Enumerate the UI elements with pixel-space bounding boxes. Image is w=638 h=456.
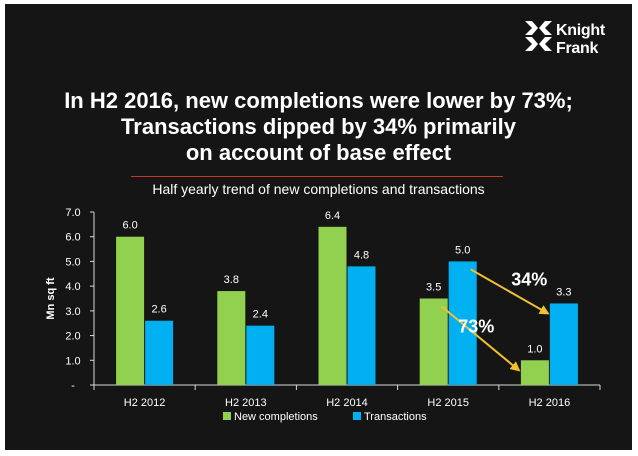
bar-value-label: 6.4: [325, 210, 340, 222]
bar-value-label: 2.6: [151, 304, 166, 316]
bar-value-label: 3.3: [556, 286, 571, 298]
bar-new-completions: [520, 360, 549, 385]
logo-line-1: Knight: [556, 22, 605, 39]
legend-label: Transactions: [364, 411, 427, 423]
change-percent-label: 34%: [511, 269, 547, 289]
bar-value-label: 2.4: [253, 309, 268, 321]
bar-value-label: 3.5: [426, 282, 441, 294]
bar-transactions: [549, 303, 578, 385]
x-tick-label: H2 2016: [529, 397, 571, 409]
page-title: In H2 2016, new completions were lower b…: [25, 88, 612, 166]
bar-value-label: 6.0: [122, 220, 137, 232]
logo-mark-icon: [525, 21, 552, 51]
y-axis-title: Mn sq ft: [45, 277, 57, 319]
y-tick-label: 1.0: [65, 355, 80, 367]
y-tick-label: 4.0: [65, 281, 80, 293]
chart-title: Half yearly trend of new completions and…: [152, 181, 485, 197]
y-tick-label: 7.0: [65, 207, 80, 219]
bar-transactions: [246, 325, 275, 385]
bar-transactions: [145, 320, 174, 385]
change-arrow: [441, 305, 521, 372]
x-tick-label: H2 2013: [225, 397, 267, 409]
bar-new-completions: [318, 226, 347, 385]
title-line-3: on account of base effect: [185, 140, 452, 165]
bar-value-label: 4.8: [354, 249, 369, 261]
title-line-1: In H2 2016, new completions were lower b…: [64, 88, 573, 113]
legend-swatch: [223, 412, 231, 420]
y-tick-label: 3.0: [65, 306, 80, 318]
slide: Knight Frank In H2 2016, new completions…: [5, 4, 632, 450]
y-tick-label: 6.0: [65, 232, 80, 244]
bar-new-completions: [419, 298, 448, 385]
change-arrow: [470, 268, 550, 315]
change-percent-label: 73%: [458, 316, 494, 336]
x-tick-label: H2 2014: [326, 397, 368, 409]
title-line-2: Transactions dipped by 34% primarily: [121, 114, 516, 139]
y-tick-label: 5.0: [65, 256, 80, 268]
bar-new-completions: [116, 236, 145, 385]
bar-transactions: [347, 266, 376, 385]
bar-value-label: 3.8: [224, 274, 239, 286]
logo-line-2: Frank: [556, 40, 599, 57]
bar-chart: - 1.0 2.0 3.0 4.0 5.0 6.0 7.0 Mn sq ft 6.0 2.6 H2 2…: [45, 207, 601, 423]
logo-text: Knight Frank: [556, 22, 605, 58]
y-tick-label: 2.0: [65, 331, 80, 343]
legend-swatch: [353, 412, 361, 420]
x-tick-label: H2 2015: [427, 397, 469, 409]
bar-value-label: 1.0: [527, 343, 542, 355]
bar-new-completions: [217, 291, 246, 385]
knight-frank-logo: Knight Frank: [525, 21, 625, 65]
y-tick-label: -: [71, 380, 75, 392]
bar-value-label: 5.0: [455, 244, 470, 256]
title-divider: [131, 176, 503, 177]
x-tick-label: H2 2012: [124, 397, 166, 409]
legend-label: New completions: [234, 411, 318, 423]
